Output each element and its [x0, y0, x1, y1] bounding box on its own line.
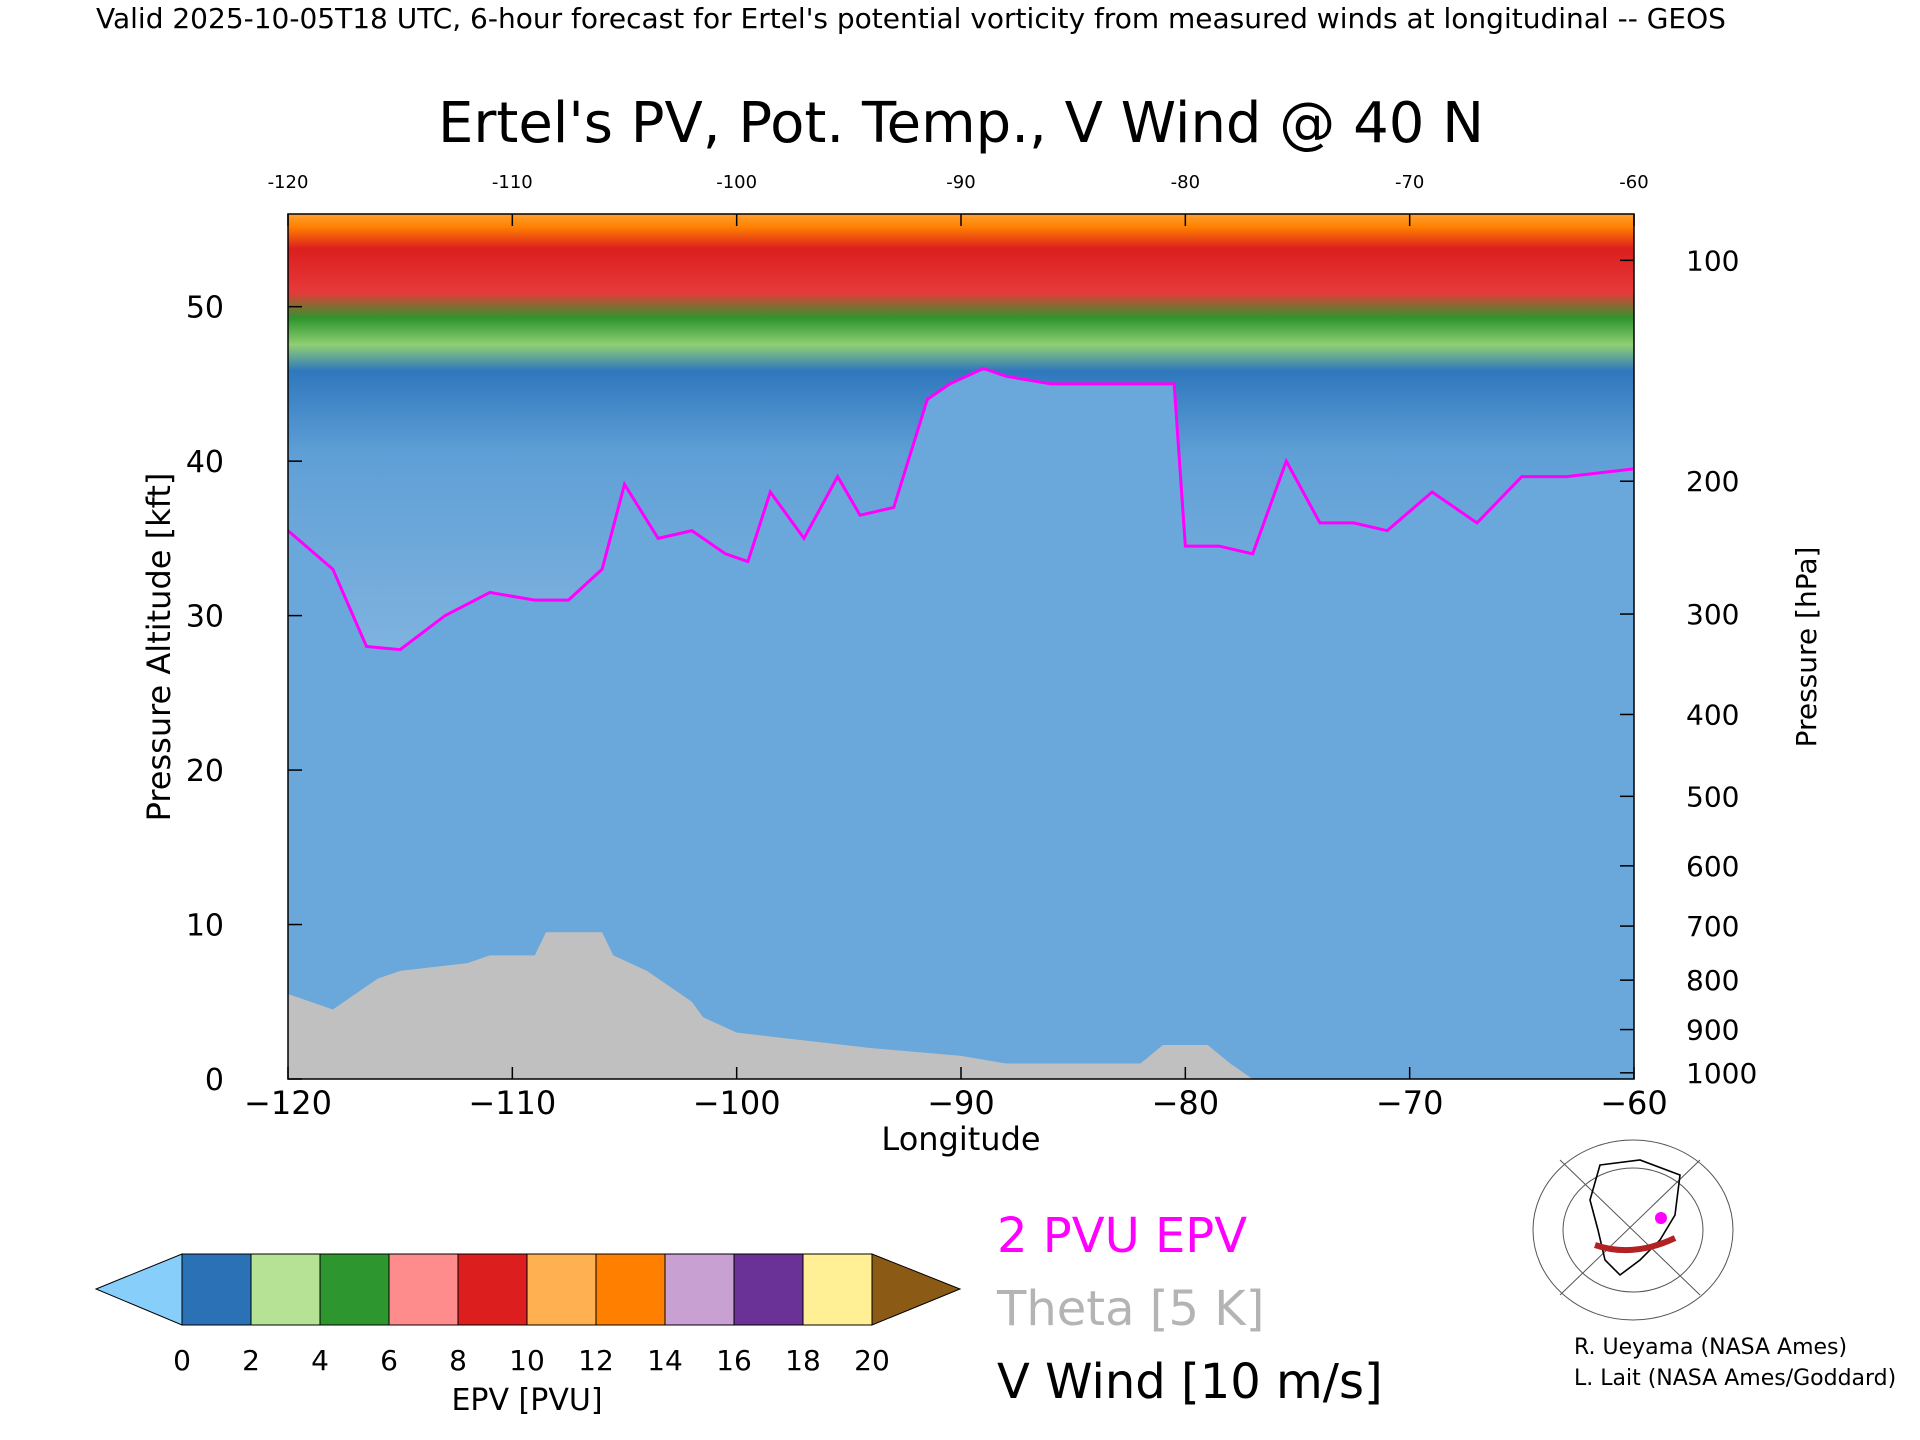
colorbar-segment	[526, 1253, 597, 1326]
y2-axis-label: Pressure [hPa]	[1790, 547, 1823, 748]
y-tick-label: 50	[186, 291, 224, 326]
x-top-tick-label: -120	[268, 172, 309, 193]
y2-axis: 100 200 300 400 500 600 700 800 900 1000	[1620, 244, 1757, 1090]
colorbar-tick-label: 6	[380, 1344, 398, 1377]
y2-tick-label: 1000	[1686, 1057, 1757, 1090]
x-tick-label: −80	[1152, 1084, 1220, 1122]
x-tick-label: −110	[468, 1084, 556, 1122]
colorbar-tick-label: 0	[173, 1344, 191, 1377]
plot-area	[288, 214, 1634, 1079]
locator-map	[1532, 1139, 1734, 1321]
colorbar-segment	[457, 1253, 528, 1326]
x-axis-label: Longitude	[881, 1120, 1040, 1158]
chart-title: Ertel's PV, Pot. Temp., V Wind @ 40 N	[438, 91, 1484, 156]
colorbar-tick-label: 10	[509, 1344, 545, 1377]
colorbar-segment	[802, 1253, 873, 1326]
colorbar-segment	[388, 1253, 459, 1326]
x-top-tick-label: -100	[716, 172, 757, 193]
x-axis: −120 -120 −110 -110 −100 -100 −90 -90 −80 -80 −70 -…	[244, 172, 1668, 1122]
x-tick-label: −60	[1600, 1084, 1668, 1122]
y-tick-label: 30	[186, 600, 224, 635]
stratosphere-field	[288, 214, 1634, 650]
colorbar-high-extension	[871, 1253, 962, 1326]
y-axis: 0 10 20 30 40 50	[186, 291, 302, 1098]
colorbar-segment	[319, 1253, 390, 1326]
y2-tick-label: 100	[1686, 244, 1739, 277]
y2-tick-label: 700	[1686, 910, 1739, 943]
colorbar-segment	[664, 1253, 735, 1326]
colorbar-tick-label: 18	[785, 1344, 821, 1377]
y-tick-label: 10	[186, 909, 224, 944]
colorbar-tick-label: 12	[578, 1344, 614, 1377]
y2-tick-label: 800	[1686, 964, 1739, 997]
x-top-tick-label: -80	[1171, 172, 1200, 193]
colorbar-label: EPV [PVU]	[451, 1383, 602, 1418]
y2-tick-label: 600	[1686, 850, 1739, 883]
legend-theta-label: Theta [5 K]	[996, 1281, 1265, 1337]
x-top-tick-label: -110	[492, 172, 533, 193]
colorbar-tick-label: 16	[716, 1344, 752, 1377]
legend-vwind-label: V Wind [10 m/s]	[997, 1354, 1383, 1410]
x-tick-label: −100	[693, 1084, 781, 1122]
colorbar-segment	[595, 1253, 666, 1326]
y2-tick-label: 900	[1686, 1014, 1739, 1047]
colorbar: 0 2 4 6 8 10 12 14 16 18 20	[94, 1253, 962, 1377]
legend-2pvu-label: 2 PVU EPV	[997, 1208, 1247, 1264]
legend: 2 PVU EPV Theta [5 K] V Wind [10 m/s]	[996, 1208, 1383, 1410]
colorbar-low-extension	[94, 1253, 183, 1326]
x-tick-label: −90	[927, 1084, 995, 1122]
valid-time-line: Valid 2025-10-05T18 UTC, 6-hour forecast…	[96, 2, 1726, 35]
colorbar-segment	[733, 1253, 804, 1326]
y2-tick-label: 500	[1686, 780, 1739, 813]
tropopause-2pvu-contour	[288, 366, 1634, 652]
y2-tick-label: 400	[1686, 698, 1739, 731]
colorbar-segment	[250, 1253, 321, 1326]
y2-tick-label: 200	[1686, 465, 1739, 498]
x-top-tick-label: -60	[1619, 172, 1648, 193]
colorbar-tick-label: 4	[311, 1344, 329, 1377]
colorbar-tick-label: 2	[242, 1344, 260, 1377]
x-tick-label: −70	[1376, 1084, 1444, 1122]
colorbar-tick-label: 14	[647, 1344, 683, 1377]
colorbar-tick-label: 8	[449, 1344, 467, 1377]
y-tick-label: 40	[186, 445, 224, 480]
colorbar-segment	[181, 1253, 252, 1326]
y-tick-label: 0	[205, 1063, 224, 1098]
y-axis-label: Pressure Altitude [kft]	[140, 473, 178, 822]
credit-line-2: L. Lait (NASA Ames/Goddard)	[1574, 1366, 1896, 1391]
y-tick-label: 20	[186, 754, 224, 789]
x-top-tick-label: -70	[1395, 172, 1424, 193]
x-top-tick-label: -90	[946, 172, 975, 193]
y2-tick-label: 300	[1686, 598, 1739, 631]
credit-line-1: R. Ueyama (NASA Ames)	[1574, 1335, 1847, 1360]
topography-mask	[288, 932, 1253, 1079]
x-tick-label: −120	[244, 1084, 332, 1122]
colorbar-tick-label: 20	[854, 1344, 890, 1377]
